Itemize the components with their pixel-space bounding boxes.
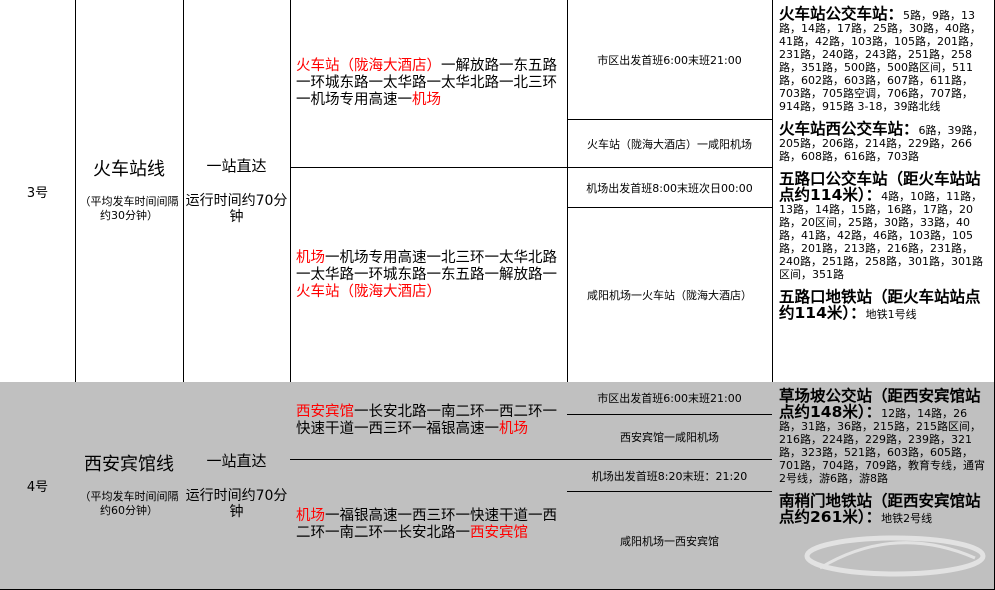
terminal-stop: 西安宾馆 — [470, 524, 528, 541]
stop-lines: 5路，9路，13路，14路，17路，25路，30路，40路，41路，42路，10… — [779, 9, 981, 113]
stop-title: 南稍门地铁站（距西安宾馆站点约261米）： — [779, 492, 981, 526]
duration-label: 运行时间约70分钟 — [185, 487, 288, 520]
terminal-stop: 西安宾馆 — [296, 403, 354, 420]
direction-cell: 西安宾馆一咸阳机场 — [567, 415, 773, 460]
nearby-stop: 五路口地铁站（距火车站站点约114米）：地铁1号线 — [779, 289, 988, 321]
route-number: 3号 — [26, 185, 49, 201]
nearby-stops-cell: 草场坡公交站（距西安宾馆站点约148米）：12路，14路，26路，31路，36路… — [772, 382, 995, 590]
nearby-stop: 五路口公交车站（距火车站站点约114米）：4路，10路，11路，13路，14路，… — [779, 171, 988, 281]
direction-label: 火车站（陇海大酒店）一咸阳机场 — [587, 137, 752, 151]
route-interval: （平均发车时间间隔约30分钟） — [79, 195, 179, 222]
direction-label: 西安宾馆一咸阳机场 — [620, 431, 719, 444]
nearby-stop: 火车站西公交车站：6路，39路，205路，206路，214路，229路，266路… — [779, 121, 988, 163]
route-name: 西安宾馆线 — [84, 453, 174, 475]
route-segment: 一福银高速一西三环一快速干道一西二环一南二环一长安北路一 — [296, 507, 557, 541]
stop-lines: 4路，10路，11路，13路，14路，15路，16路，17路，20路，20区间，… — [779, 190, 983, 281]
terminal-stop: 机场 — [296, 249, 325, 266]
nearby-stop: 草场坡公交站（距西安宾馆站点约148米）：12路，14路，26路，31路，36路… — [779, 388, 988, 485]
timetable-cell: 市区出发首班6:00末班21:00 — [567, 0, 773, 120]
route-number: 4号 — [26, 480, 49, 495]
timetable-label: 机场出发首班8:00末班次日00:00 — [586, 181, 753, 195]
direction-cell: 咸阳机场一西安宾馆 — [567, 492, 773, 590]
route-name-cell: 火车站线 （平均发车时间间隔约30分钟） — [75, 0, 184, 383]
route-path-route-back: 机场一机场专用高速一北三环一太华北路一太华路一环城东路一东五路一解放路一火车站（… — [290, 168, 568, 383]
timetable-label: 市区出发首班6:00末班21:00 — [597, 53, 742, 67]
express-cell: 一站直达运行时间约70分钟 — [183, 0, 291, 383]
stop-title: 火车站西公交车站： — [779, 120, 919, 138]
timetable-label: 机场出发首班8:20末班：21:20 — [591, 469, 748, 483]
stop-lines: 地铁2号线 — [881, 512, 933, 525]
direction-label: 咸阳机场一火车站（陇海大酒店） — [587, 289, 752, 302]
terminal-stop: 机场 — [499, 420, 528, 437]
timetable-label: 市区出发首班6:00末班21:00 — [597, 392, 742, 405]
terminal-stop: 机场 — [412, 92, 441, 108]
express-label: 一站直达 — [206, 451, 267, 470]
route-segment: 一机场专用高速一北三环一太华北路一太华路一环城东路一东五路一解放路一 — [296, 249, 557, 283]
stop-title: 火车站公交车站： — [779, 5, 904, 23]
express-cell: 一站直达运行时间约70分钟 — [183, 382, 291, 590]
stop-lines: 6路，39路，205路，206路，214路，229路，266路，608路，616… — [779, 124, 984, 163]
timetable-cell: 市区出发首班6:00末班21:00 — [567, 382, 773, 415]
express-label: 一站直达 — [206, 157, 267, 175]
route-segment: 一长安北路一南二环一西二环一快速干道一西三环一福银高速一 — [296, 403, 557, 437]
route-number-cell: 3号 — [0, 0, 76, 383]
route-path-route-out: 火车站（陇海大酒店）一解放路一东五路一环城东路一太华路一太华北路一北三环一机场专… — [290, 0, 568, 168]
direction-cell: 火车站（陇海大酒店）一咸阳机场 — [567, 120, 773, 168]
nearby-stops-cell: 火车站公交车站：5路，9路，13路，14路，17路，25路，30路，40路，41… — [772, 0, 995, 383]
stop-title: 草场坡公交站（距西安宾馆站点约148米）： — [779, 387, 981, 421]
stop-title: 五路口地铁站（距火车站站点约114米）： — [779, 288, 981, 322]
nearby-stop: 火车站公交车站：5路，9路，13路，14路，17路，25路，30路，40路，41… — [779, 6, 988, 113]
direction-label: 咸阳机场一西安宾馆 — [620, 534, 719, 548]
route-number-cell: 4号 — [0, 382, 76, 590]
route-interval: （平均发车时间间隔约60分钟） — [79, 489, 179, 517]
stop-lines: 地铁1号线 — [865, 308, 917, 321]
nearby-stop: 南稍门地铁站（距西安宾馆站点约261米）：地铁2号线 — [779, 493, 988, 525]
route-name: 火车站线 — [93, 159, 165, 180]
route-segment: 一解放路一东五路一环城东路一太华路一太华北路一北三环一机场专用高速一 — [296, 58, 557, 108]
timetable-cell: 机场出发首班8:00末班次日00:00 — [567, 168, 773, 208]
terminal-stop: 火车站（陇海大酒店） — [296, 58, 441, 74]
direction-cell: 咸阳机场一火车站（陇海大酒店） — [567, 208, 773, 383]
duration-label: 运行时间约70分钟 — [185, 193, 288, 225]
timetable-cell: 机场出发首班8:20末班：21:20 — [567, 460, 773, 492]
route-path-route-back: 机场一福银高速一西三环一快速干道一西二环一南二环一长安北路一西安宾馆 — [290, 460, 568, 590]
terminal-stop: 机场 — [296, 507, 325, 524]
route-path-route-out: 西安宾馆一长安北路一南二环一西二环一快速干道一西三环一福银高速一机场 — [290, 382, 568, 460]
route-name-cell: 西安宾馆线 （平均发车时间间隔约60分钟） — [75, 382, 184, 590]
stop-lines: 12路，14路，26路，31路，36路，215路，215路区间，216路，224… — [779, 407, 985, 485]
stop-title: 五路口公交车站（距火车站站点约114米）： — [779, 170, 981, 204]
terminal-stop: 火车站（陇海大酒店） — [296, 283, 441, 300]
